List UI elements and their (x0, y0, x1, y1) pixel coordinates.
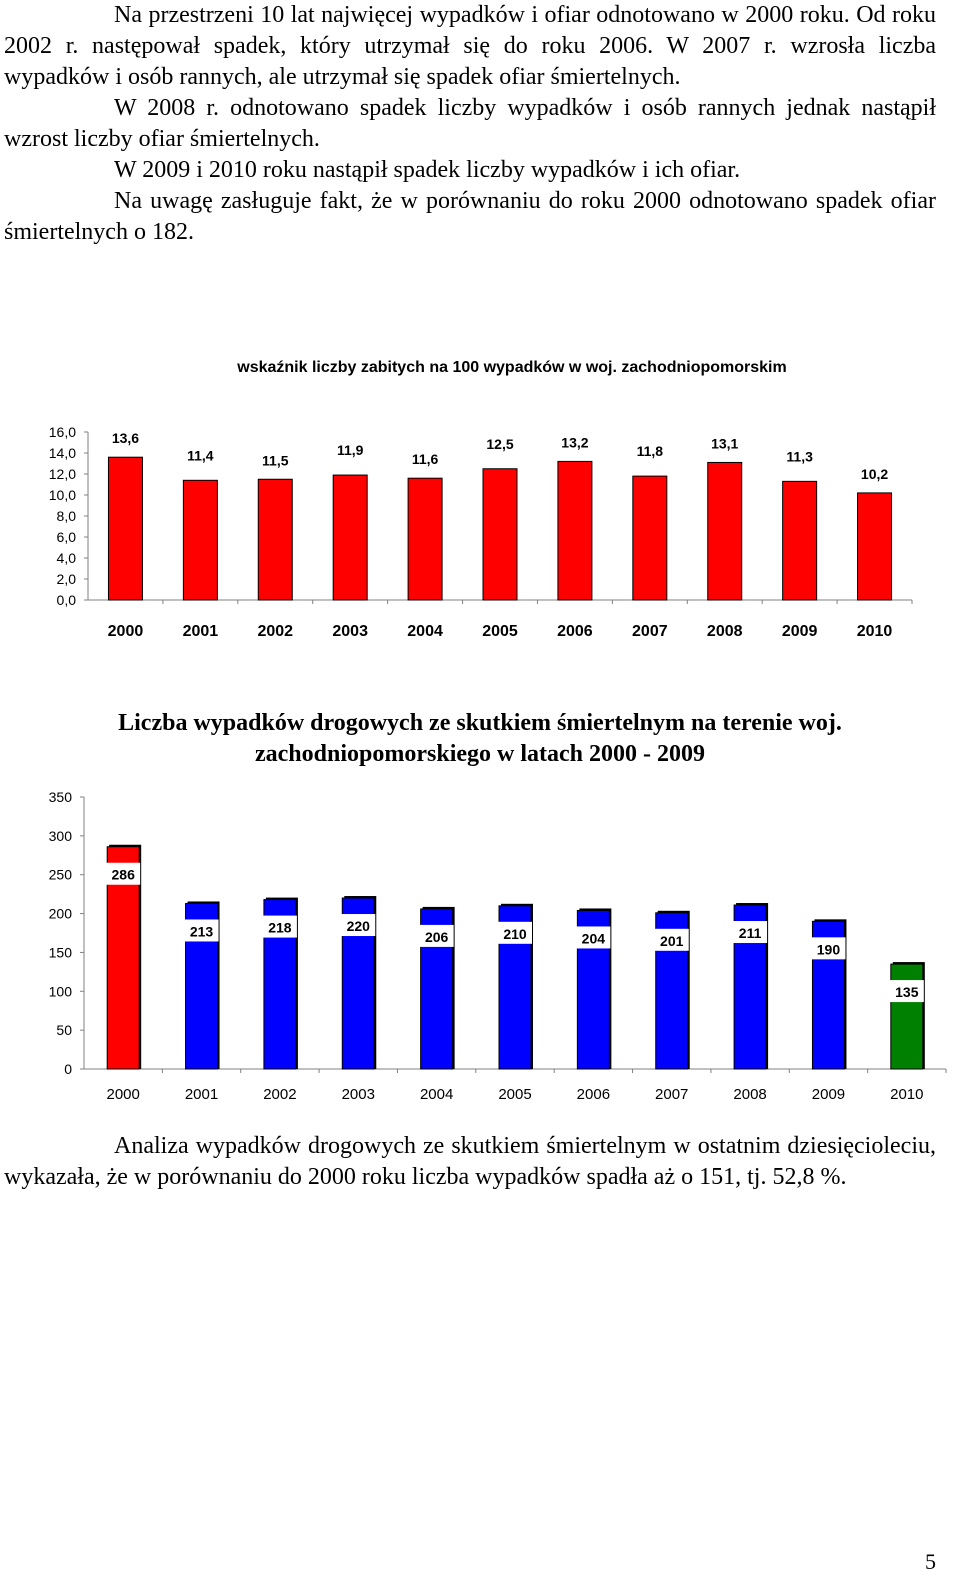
fatal-accidents-chart: Liczba wypadków drogowych ze skutkiem śm… (0, 700, 960, 1120)
data-label: 210 (503, 926, 527, 942)
x-tick-label: 2003 (342, 1086, 375, 1103)
page-number: 5 (925, 1549, 936, 1574)
data-label: 11,5 (262, 452, 289, 468)
x-tick-label: 2001 (183, 623, 219, 640)
data-label-box (889, 980, 924, 1003)
intro-paragraph: Na przestrzeni 10 lat najwięcej wypadków… (4, 2, 936, 90)
bar-2008 (707, 461, 743, 601)
x-tick-label: 2002 (257, 623, 293, 640)
data-label: 11,6 (412, 451, 439, 467)
bar-2006 (557, 460, 593, 601)
data-label-box (106, 862, 141, 885)
data-label-box (733, 921, 768, 944)
data-label: 218 (268, 920, 292, 936)
data-label: 11,4 (187, 447, 214, 463)
x-tick-label: 2000 (108, 623, 144, 640)
data-label: 201 (660, 933, 684, 949)
data-label: 220 (347, 918, 371, 934)
data-label: 11,8 (637, 443, 664, 459)
bar-2007 (632, 475, 668, 601)
x-tick-label: 2004 (420, 1086, 453, 1103)
y-tick-label: 300 (49, 828, 73, 844)
bar-2010 (857, 492, 893, 601)
data-label-box (498, 921, 532, 944)
y-tick-label: 6,0 (57, 529, 77, 545)
chart-title: Liczba wypadków drogowych ze skutkiem śm… (118, 710, 842, 767)
fatality-rate-chart-svg: wskaźnik liczby zabitych na 100 wypadków… (49, 359, 913, 640)
bar-2000 (107, 456, 143, 601)
fatality-rate-chart: wskaźnik liczby zabitych na 100 wypadków… (0, 350, 960, 650)
outro-paragraph: Analiza wypadków drogowych ze skutkiem ś… (4, 1133, 936, 1190)
x-tick-label: 2010 (890, 1086, 923, 1103)
data-label: 13,6 (112, 430, 139, 446)
y-tick-label: 0 (64, 1061, 72, 1077)
bar-2005 (482, 468, 518, 601)
x-tick-label: 2005 (498, 1086, 531, 1103)
data-label: 206 (425, 929, 449, 945)
intro-paragraph: Na uwagę zasługuje fakt, że w porównaniu… (4, 188, 936, 245)
y-tick-label: 4,0 (57, 550, 77, 566)
x-tick-label: 2002 (263, 1086, 296, 1103)
data-label: 13,1 (711, 435, 738, 451)
data-label: 10,2 (861, 466, 888, 482)
x-tick-label: 2007 (655, 1086, 688, 1103)
x-tick-label: 2007 (632, 623, 668, 640)
y-tick-label: 12,0 (49, 466, 76, 482)
data-label: 13,2 (561, 434, 588, 450)
intro-paragraph: W 2009 i 2010 roku nastąpił spadek liczb… (114, 157, 741, 183)
intro-text: Na przestrzeni 10 lat najwięcej wypadków… (4, 0, 936, 248)
data-label-box (811, 937, 846, 960)
y-tick-label: 10,0 (49, 487, 76, 503)
data-label: 11,9 (337, 442, 364, 458)
bar-2002 (257, 478, 293, 601)
y-tick-label: 50 (56, 1022, 72, 1038)
x-tick-label: 2008 (733, 1086, 766, 1103)
data-label-box (341, 914, 376, 937)
x-tick-label: 2006 (577, 1086, 610, 1103)
x-tick-label: 2005 (482, 623, 518, 640)
y-tick-label: 200 (49, 906, 73, 922)
y-tick-label: 8,0 (57, 508, 77, 524)
data-label-box (576, 926, 611, 949)
data-label: 12,5 (486, 436, 513, 452)
y-tick-label: 0,0 (57, 592, 77, 608)
y-tick-label: 350 (49, 789, 73, 805)
x-tick-label: 2006 (557, 623, 593, 640)
data-label: 190 (817, 941, 841, 957)
x-tick-label: 2003 (332, 623, 368, 640)
data-label: 211 (739, 925, 762, 941)
x-tick-label: 2004 (407, 623, 443, 640)
x-tick-label: 2008 (707, 623, 743, 640)
y-tick-label: 14,0 (49, 445, 76, 461)
bar-2001 (182, 479, 218, 601)
x-tick-label: 2001 (185, 1086, 218, 1103)
data-label-box (419, 924, 454, 947)
y-tick-label: 16,0 (49, 424, 76, 440)
data-label: 213 (190, 923, 214, 939)
data-label: 204 (582, 930, 606, 946)
bar-2004 (407, 477, 443, 601)
bar-2003 (332, 474, 368, 601)
y-tick-label: 2,0 (57, 571, 77, 587)
y-tick-label: 150 (49, 944, 73, 960)
x-tick-label: 2010 (857, 623, 893, 640)
data-label-box (262, 915, 297, 938)
bar-2010 (890, 963, 924, 1070)
bar-2009 (782, 480, 818, 601)
y-tick-label: 100 (49, 983, 73, 999)
outro-text: Analiza wypadków drogowych ze skutkiem ś… (4, 1131, 936, 1193)
y-tick-label: 250 (49, 867, 73, 883)
data-label: 11,3 (786, 448, 813, 464)
x-tick-label: 2000 (106, 1086, 139, 1103)
fatal-accidents-chart-svg: 0 50 100 150 200 250 300 350 286 2000 213 2001 218 20… (49, 789, 947, 1103)
x-tick-label: 2009 (782, 623, 818, 640)
x-tick-label: 2009 (812, 1086, 845, 1103)
data-label: 286 (112, 867, 136, 883)
chart-title: wskaźnik liczby zabitych na 100 wypadków… (236, 359, 786, 376)
data-label-box (184, 919, 219, 942)
data-label: 135 (895, 984, 919, 1000)
intro-paragraph: W 2008 r. odnotowano spadek liczby wypad… (4, 95, 936, 152)
data-label-box (654, 928, 689, 951)
